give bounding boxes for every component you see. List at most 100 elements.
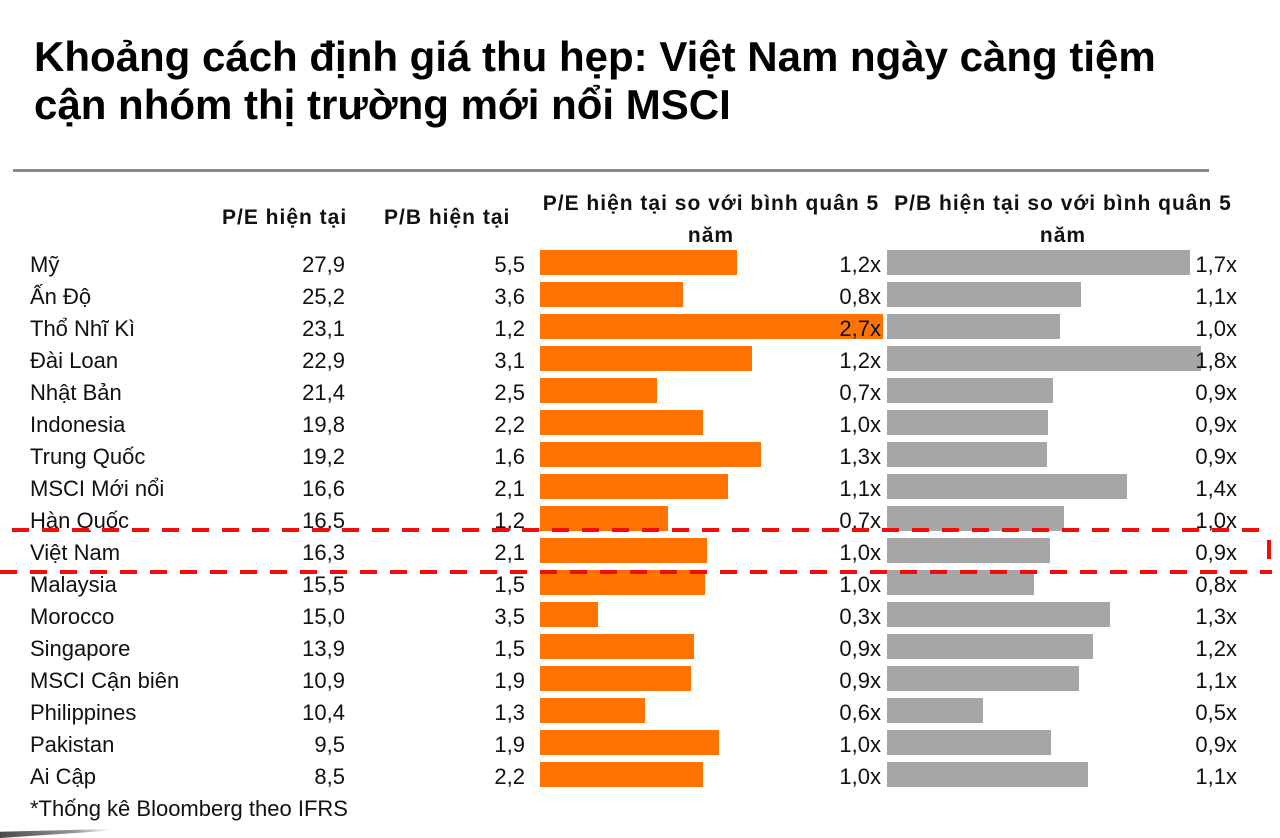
pe-vs-5y-label: 1,1x	[839, 476, 881, 501]
country-name: Nhật Bản	[30, 380, 122, 405]
pe-value: 15,0	[302, 604, 345, 629]
pe-value: 16,6	[302, 476, 345, 501]
country-name: Morocco	[30, 604, 115, 629]
pe-vs-5y-label: 1,3x	[839, 444, 881, 469]
pe-value: 16,3	[302, 540, 345, 565]
pe-value: 22,9	[302, 348, 345, 373]
pb-vs-5y-label: 1,4x	[1195, 476, 1237, 501]
pe-vs-5y-bar	[540, 346, 752, 371]
pe-vs-5y-label: 0,7x	[839, 508, 881, 533]
pe-value: 27,9	[302, 252, 345, 277]
country-name: Đài Loan	[30, 348, 119, 373]
pe-value: 13,9	[302, 636, 345, 661]
table-row-highlighted: Việt Nam 16,3 2,1 1,0x 0,9x	[0, 538, 1280, 570]
table-row: Pakistan 9,5 1,9 1,0x 0,9x	[0, 730, 1280, 762]
table-row: Indonesia 19,8 2,2 1,0x 0,9x	[0, 410, 1280, 442]
country-name: Indonesia	[30, 412, 126, 437]
pe-vs-5y-bar	[540, 666, 691, 691]
country-name: Ấn Độ	[30, 284, 92, 309]
pb-vs-5y-bar	[887, 666, 1079, 691]
country-name: Philippines	[30, 700, 137, 725]
country-name: Thổ Nhĩ Kì	[30, 316, 136, 341]
pb-vs-5y-bar	[887, 634, 1093, 659]
pe-value: 10,9	[302, 668, 345, 693]
pb-vs-5y-bar	[887, 602, 1110, 627]
pb-vs-5y-label: 0,9x	[1195, 412, 1237, 437]
country-name: Mỹ	[30, 252, 60, 277]
slide-title-line-2: cận nhóm thị trường mới nổi MSCI	[34, 81, 731, 128]
pe-vs-5y-label: 1,0x	[839, 412, 881, 437]
table-row: Mỹ 27,9 5,5 1,2x 1,7x	[0, 250, 1280, 282]
pb-value: 1,6	[494, 444, 525, 469]
pe-vs-5y-bar	[540, 602, 598, 627]
country-name: Pakistan	[30, 732, 115, 757]
pb-vs-5y-bar	[887, 346, 1201, 371]
pb-vs-5y-label: 0,5x	[1195, 700, 1237, 725]
source-footnote: *Thống kê Bloomberg theo IFRS	[30, 796, 348, 821]
pe-vs-5y-bar	[540, 314, 883, 339]
table-row: Ai Cập 8,5 2,2 1,0x 1,1x	[0, 762, 1280, 794]
country-name: MSCI Mới nổi	[30, 476, 165, 501]
corner-decoration	[0, 829, 110, 838]
pb-vs-5y-label: 1,1x	[1195, 668, 1237, 693]
pe-vs-5y-label: 0,7x	[839, 380, 881, 405]
pb-vs-5y-label: 1,3x	[1195, 604, 1237, 629]
pe-vs-5y-label: 2,7x	[839, 316, 881, 341]
table-row: MSCI Mới nổi 16,6 2,1 1,1x 1,4x	[0, 474, 1280, 506]
pe-vs-5y-bar	[540, 634, 694, 659]
pb-vs-5y-bar	[887, 570, 1034, 595]
pe-value: 16,5	[302, 508, 345, 533]
table-row: Malaysia 15,5 1,5 1,0x 0,8x	[0, 570, 1280, 602]
pe-vs-5y-bar	[540, 762, 703, 787]
pe-vs-5y-label: 1,2x	[839, 348, 881, 373]
pe-value: 21,4	[302, 380, 345, 405]
pe-vs-5y-label: 1,2x	[839, 252, 881, 277]
pb-vs-5y-bar	[887, 250, 1190, 275]
pb-value: 1,9	[494, 732, 525, 757]
table-row: Philippines 10,4 1,3 0,6x 0,5x	[0, 698, 1280, 730]
pe-value: 15,5	[302, 572, 345, 597]
pb-vs-5y-label: 1,0x	[1195, 316, 1237, 341]
pe-value: 10,4	[302, 700, 345, 725]
table-row: Thổ Nhĩ Kì 23,1 1,2 2,7x 1,0x	[0, 314, 1280, 346]
country-name: Ai Cập	[30, 764, 97, 789]
country-name: MSCI Cận biên	[30, 668, 180, 693]
pb-vs-5y-bar	[887, 314, 1060, 339]
pe-vs-5y-bar	[540, 282, 683, 307]
pe-value: 8,5	[314, 764, 345, 789]
title-divider	[13, 169, 1209, 172]
pe-vs-5y-label: 0,3x	[839, 604, 881, 629]
table-row: MSCI Cận biên 10,9 1,9 0,9x 1,1x	[0, 666, 1280, 698]
pb-vs-5y-bar	[887, 506, 1064, 531]
pb-value: 2,1	[494, 476, 525, 501]
pb-vs-5y-label: 0,9x	[1195, 540, 1237, 565]
pb-vs-5y-bar	[887, 730, 1051, 755]
slide-title: Khoảng cách định giá thu hẹp: Việt Nam n…	[34, 33, 1156, 129]
pe-vs-5y-bar	[540, 570, 705, 595]
pe-vs-5y-bar	[540, 410, 703, 435]
pb-vs-5y-bar	[887, 474, 1127, 499]
pb-vs-5y-label: 1,1x	[1195, 764, 1237, 789]
slide-title-line-1: Khoảng cách định giá thu hẹp: Việt Nam n…	[34, 33, 1156, 80]
pb-value: 2,5	[494, 380, 525, 405]
pb-value: 1,2	[494, 316, 525, 341]
pb-value: 2,2	[494, 412, 525, 437]
table-row: Ấn Độ 25,2 3,6 0,8x 1,1x	[0, 282, 1280, 314]
pe-vs-5y-bar	[540, 698, 645, 723]
pe-vs-5y-bar	[540, 538, 707, 563]
table-row: Singapore 13,9 1,5 0,9x 1,2x	[0, 634, 1280, 666]
pb-value: 1,3	[494, 700, 525, 725]
pe-vs-5y-label: 1,0x	[839, 540, 881, 565]
pe-vs-5y-bar	[540, 730, 719, 755]
pb-vs-5y-bar	[887, 762, 1088, 787]
pb-vs-5y-label: 0,9x	[1195, 380, 1237, 405]
pe-vs-5y-label: 1,0x	[839, 572, 881, 597]
column-header-pe-vs-5y-line-2: năm	[687, 224, 735, 247]
country-name: Trung Quốc	[30, 444, 146, 469]
table-row: Morocco 15,0 3,5 0,3x 1,3x	[0, 602, 1280, 634]
pe-vs-5y-label: 0,9x	[839, 668, 881, 693]
pe-vs-5y-label: 0,6x	[839, 700, 881, 725]
column-header-pb: P/B hiện tại	[384, 206, 511, 229]
pb-value: 2,2	[494, 764, 525, 789]
pe-vs-5y-bar	[540, 250, 737, 275]
